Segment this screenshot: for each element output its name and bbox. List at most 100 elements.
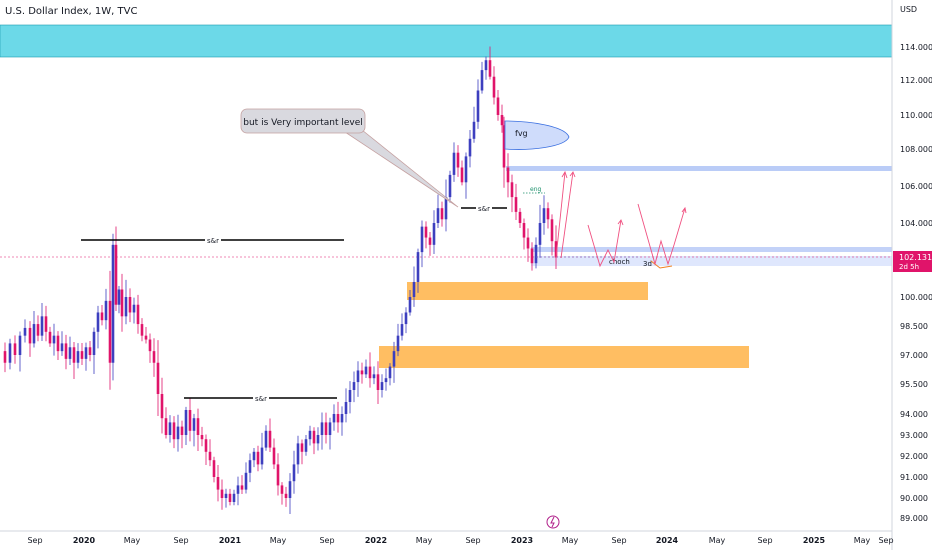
projection-path-3	[587, 219, 622, 268]
y-tick-label: 92.000	[900, 452, 928, 461]
candles-group	[3, 46, 558, 515]
x-tick-label: May	[709, 536, 726, 545]
candle-body	[272, 447, 276, 465]
candle-body	[530, 248, 534, 264]
candle-body	[244, 472, 248, 490]
callout-text: but is Very important level	[243, 118, 362, 128]
x-axis-ticks: Sep 2020 May Sep 2021 May Sep 2022 May Sep 2023 May…	[27, 536, 893, 545]
demand-zone-lower[interactable]	[379, 346, 749, 368]
demand-zone-upper[interactable]	[407, 282, 648, 300]
projection-path-2	[560, 171, 574, 259]
candle-body	[428, 237, 432, 245]
candle-body	[136, 304, 140, 325]
candle-body	[432, 223, 436, 245]
candle-body	[502, 125, 506, 168]
candle-body	[296, 443, 300, 465]
candle-body	[472, 121, 476, 139]
candle-body	[464, 156, 468, 183]
candle-body	[60, 343, 64, 352]
candle-body	[484, 60, 488, 71]
candle-body	[192, 418, 196, 431]
candle-body	[312, 430, 316, 444]
candle-body	[240, 485, 244, 490]
candle-body	[196, 418, 200, 435]
candle-body	[412, 281, 416, 297]
candle-body	[88, 347, 92, 355]
y-tick-label: 112.000	[900, 76, 932, 85]
candle-body	[396, 335, 400, 352]
candle-body	[124, 297, 128, 317]
support-band[interactable]	[531, 247, 892, 252]
candle-body	[260, 447, 264, 465]
projection-path-4	[637, 203, 686, 266]
callout-box[interactable]	[240, 108, 366, 134]
candle-body	[492, 76, 496, 98]
resistance-band[interactable]	[506, 166, 892, 171]
candle-body	[452, 152, 456, 175]
candle-body	[316, 435, 320, 444]
candle-body	[384, 378, 388, 383]
y-tick-label: 100.000	[900, 293, 932, 302]
choch-label: choch	[609, 258, 630, 266]
sr-label-2: s&r	[255, 395, 267, 403]
candle-body	[376, 374, 380, 390]
candle-body	[160, 394, 164, 419]
candle-body	[68, 347, 72, 359]
candle-body	[220, 489, 224, 498]
candle-body	[176, 426, 180, 440]
candle-body	[156, 362, 160, 394]
candle-body	[320, 422, 324, 435]
support-band-lower[interactable]	[531, 256, 892, 266]
candle-body	[96, 312, 100, 332]
sr-label-bg-3	[476, 203, 492, 213]
x-tick-label: Sep	[319, 536, 334, 545]
candle-body	[111, 244, 115, 363]
candle-body	[72, 347, 76, 363]
x-tick-label: Sep	[173, 536, 188, 545]
candle-body	[8, 343, 12, 363]
candle-body	[416, 252, 420, 282]
candle-body	[104, 300, 108, 321]
price-label-box[interactable]	[893, 251, 932, 272]
candle-body	[356, 370, 360, 383]
fvg-shape[interactable]	[504, 120, 570, 150]
candle-body	[404, 312, 408, 325]
candle-body	[13, 343, 17, 355]
candle-body	[388, 366, 392, 379]
y-tick-label: 90.000	[900, 494, 928, 503]
candle-body	[400, 324, 404, 336]
candle-body	[514, 197, 518, 212]
candle-body	[328, 422, 332, 435]
x-tick-label: May	[270, 536, 287, 545]
y-tick-label: 104.000	[900, 219, 932, 228]
price-label-countdown: 2d 5h	[899, 263, 919, 271]
candle-body	[184, 410, 188, 435]
candle-body	[144, 335, 148, 340]
candle-body	[506, 167, 510, 183]
candle-body	[308, 430, 312, 440]
sr-label-bg-2	[253, 393, 269, 403]
candle-body	[23, 327, 27, 336]
x-tick-year: 2025	[803, 536, 826, 545]
candle-body	[76, 351, 80, 363]
price-label-value: 102.131	[899, 253, 932, 262]
y-axis-ticks: 114.000 112.000 110.000 108.000 106.000 104.0…	[900, 43, 932, 523]
candle-body	[510, 182, 514, 198]
candle-body	[460, 167, 464, 183]
candle-body	[444, 197, 448, 220]
candle-body	[372, 374, 376, 379]
candle-body	[92, 331, 96, 355]
candle-body	[284, 493, 288, 498]
candle-body	[252, 451, 256, 461]
candle-body	[40, 316, 44, 336]
supply-zone[interactable]	[0, 24, 893, 58]
y-tick-label: 98.500	[900, 322, 928, 331]
candle-body	[120, 289, 124, 317]
candle-body	[114, 244, 118, 305]
candle-body	[100, 312, 104, 321]
candle-body	[3, 351, 7, 363]
x-tick-label: Sep	[465, 536, 480, 545]
candle-body	[288, 481, 292, 498]
lightning-icon[interactable]	[546, 515, 560, 529]
